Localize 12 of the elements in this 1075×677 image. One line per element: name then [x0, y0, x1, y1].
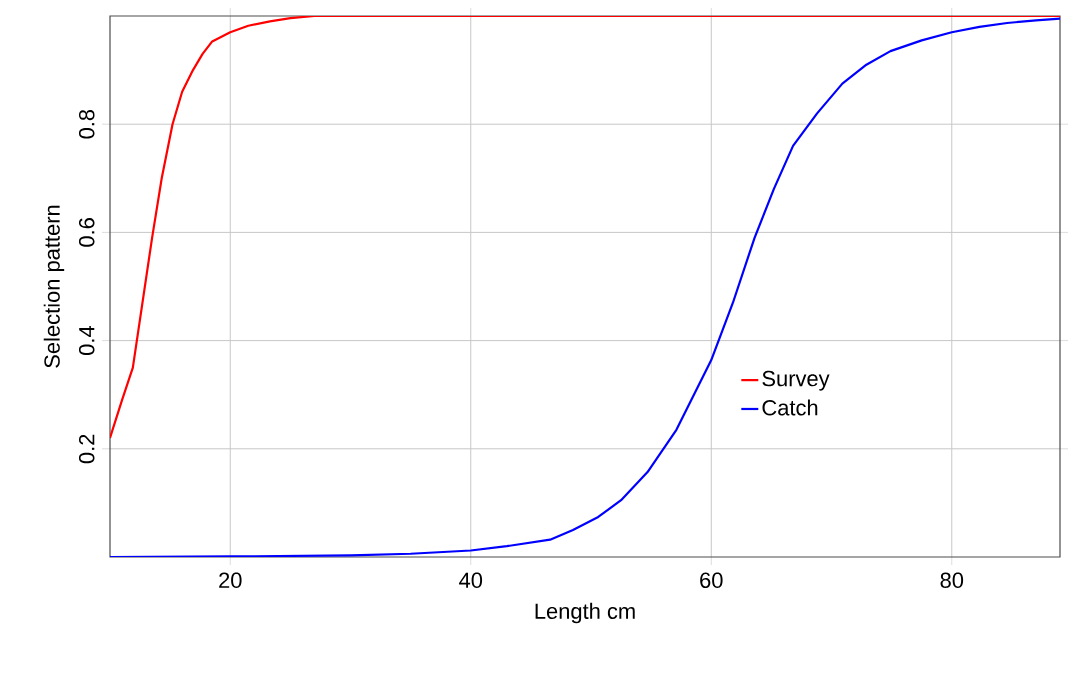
- y-axis-title: Selection pattern: [43, 205, 65, 368]
- x-axis-title: Length cm: [535, 602, 635, 624]
- y-tick-label: 0.2: [78, 434, 95, 464]
- y-tick-label: 0.6: [78, 218, 95, 247]
- y-tick-label: 0.8: [78, 109, 95, 139]
- x-tick-label: 60: [700, 572, 723, 589]
- x-tick-label: 80: [940, 572, 964, 589]
- legend-label: Survey: [762, 370, 830, 391]
- x-tick-label: 40: [459, 572, 483, 589]
- x-tick-label: 20: [219, 572, 242, 589]
- legend-label: Catch: [762, 399, 818, 416]
- y-tick-label: 0.4: [78, 326, 95, 355]
